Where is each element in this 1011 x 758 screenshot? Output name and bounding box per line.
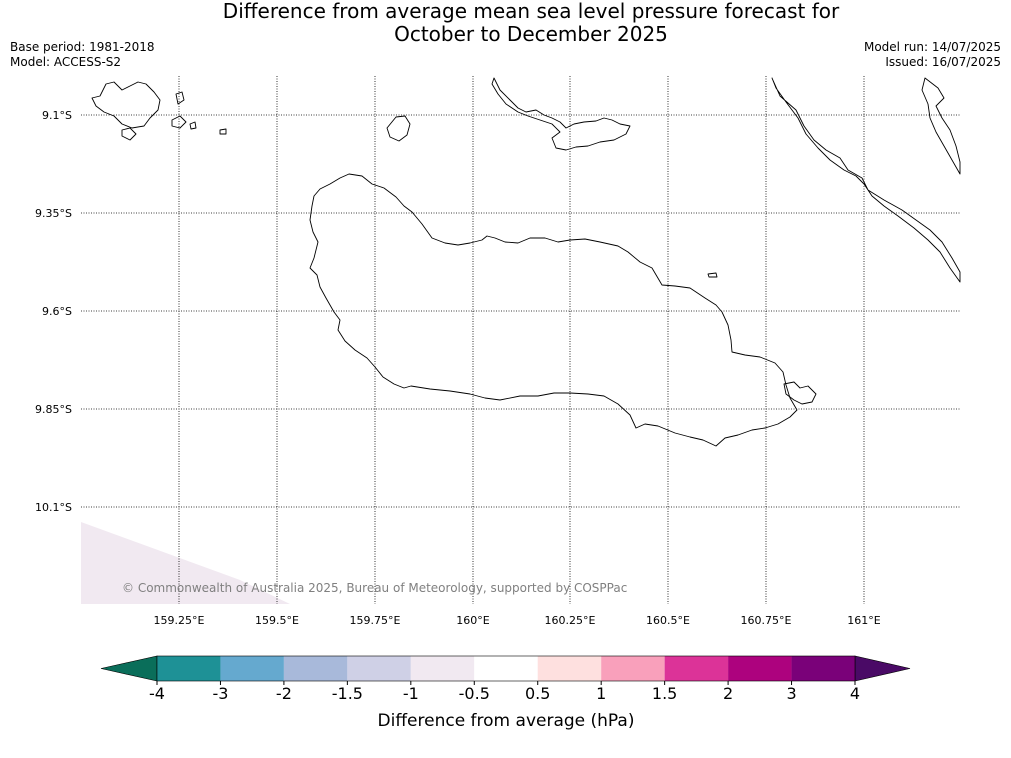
lon-label-2: 159.5°E xyxy=(255,614,299,627)
meta-left: Base period: 1981-2018 Model: ACCESS-S2 xyxy=(10,40,155,70)
coastline-marau-islets xyxy=(783,381,817,405)
colorbar-swatches xyxy=(100,655,911,682)
colorbar-tick-label: 4 xyxy=(850,684,860,703)
colorbar-tick-label: 1 xyxy=(596,684,606,703)
colorbar-swatch xyxy=(410,656,475,681)
coastline-malaita-north xyxy=(921,77,961,175)
chart-title: Difference from average mean sea level p… xyxy=(0,0,1011,46)
coastline-russell-islands xyxy=(91,81,161,129)
lat-label-3: 9.6°S xyxy=(42,305,72,318)
lat-label-4: 9.85°S xyxy=(35,403,72,416)
colorbar-swatch xyxy=(283,656,348,681)
gridlines xyxy=(81,76,960,604)
model-run-text: Model run: 14/07/2025 xyxy=(863,40,1001,54)
colorbar-swatch xyxy=(791,656,855,681)
colorbar-tick-label: -0.5 xyxy=(459,684,490,703)
colorbar-swatch xyxy=(220,656,284,681)
lon-label-7: 160.75°E xyxy=(741,614,792,627)
base-period-text: Base period: 1981-2018 xyxy=(10,40,155,54)
model-text: Model: ACCESS-S2 xyxy=(10,55,122,69)
coastline-russell-islet-5 xyxy=(189,121,197,130)
colorbar-tick-label: -1 xyxy=(403,684,419,703)
title-line-2: October to December 2025 xyxy=(394,22,668,46)
lat-label-5: 10.1°S xyxy=(35,501,72,514)
colorbar-swatch xyxy=(347,656,411,681)
coastline-russell-islet-3 xyxy=(175,91,185,105)
latitude-labels: 9.1°S 9.35°S 9.6°S 9.85°S 10.1°S xyxy=(35,109,72,514)
lon-label-8: 161°E xyxy=(847,614,880,627)
lat-label-1: 9.1°S xyxy=(42,109,72,122)
colorbar-swatch xyxy=(601,656,665,681)
lon-label-3: 159.75°E xyxy=(350,614,401,627)
coastline-florida-islands xyxy=(491,77,631,151)
coastline-russell-islet-1 xyxy=(121,127,137,141)
colorbar-swatch xyxy=(664,656,729,681)
title-line-1: Difference from average mean sea level p… xyxy=(222,0,840,23)
coastline-islet-east xyxy=(707,272,718,278)
colorbar-tick-label: -3 xyxy=(212,684,228,703)
colorbar-tick-label: 1.5 xyxy=(652,684,677,703)
coastline-guadalcanal xyxy=(309,173,798,447)
meta-right: Model run: 14/07/2025 Issued: 16/07/2025 xyxy=(864,40,1001,70)
coastline-russell-islet-4 xyxy=(219,128,227,135)
coastline-malaita xyxy=(771,77,961,283)
issued-text: Issued: 16/07/2025 xyxy=(885,55,1001,69)
shaded-anomaly-region xyxy=(81,522,290,604)
colorbar-swatch xyxy=(157,656,221,681)
colorbar-tick-label: -4 xyxy=(149,684,165,703)
colorbar-over-arrow xyxy=(854,655,911,682)
colorbar-swatch xyxy=(728,656,792,681)
colorbar-tick-label: 3 xyxy=(786,684,796,703)
colorbar-tick-label: 0.5 xyxy=(525,684,550,703)
lat-label-2: 9.35°S xyxy=(35,207,72,220)
coastline-russell-islet-2 xyxy=(171,115,187,129)
longitude-labels: 159.25°E 159.5°E 159.75°E 160°E 160.25°E… xyxy=(154,614,881,627)
colorbar-under-arrow xyxy=(100,655,158,682)
lon-label-1: 159.25°E xyxy=(154,614,205,627)
colorbar-tick-label: -2 xyxy=(276,684,292,703)
colorbar-swatch xyxy=(474,656,538,681)
lon-label-5: 160.25°E xyxy=(545,614,596,627)
coastline-savo xyxy=(386,115,411,142)
lon-label-4: 160°E xyxy=(456,614,489,627)
colorbar-ticks: -4 -3 -2 -1.5 -1 -0.5 0.5 1 1.5 2 3 4 xyxy=(149,681,860,703)
copyright-text: © Commonwealth of Australia 2025, Bureau… xyxy=(122,581,627,595)
coastlines xyxy=(91,77,961,447)
colorbar-title: Difference from average (hPa) xyxy=(378,711,635,731)
map-area: © Commonwealth of Australia 2025, Bureau… xyxy=(35,76,961,627)
colorbar-swatch xyxy=(537,656,602,681)
colorbar-tick-label: 2 xyxy=(723,684,733,703)
colorbar-frame xyxy=(156,655,856,682)
colorbar-tick-label: -1.5 xyxy=(332,684,363,703)
colorbar: -4 -3 -2 -1.5 -1 -0.5 0.5 1 1.5 2 3 4 Difference fr… xyxy=(100,655,911,731)
lon-label-6: 160.5°E xyxy=(646,614,690,627)
